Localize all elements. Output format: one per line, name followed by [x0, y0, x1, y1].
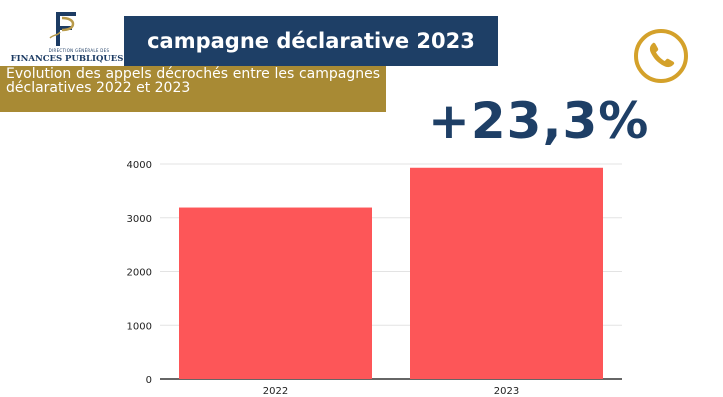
phone-badge [633, 28, 689, 84]
org-small-text: DIRECTION GÉNÉRALE DES [48, 48, 110, 53]
bar-chart: 0 1000 2000 3000 4000 2022 2023 [127, 160, 622, 397]
subtitle-box: Evolution des appels décrochés entre les… [0, 66, 386, 112]
y-tick-label-1000: 1000 [127, 321, 152, 332]
title-banner: campagne déclarative 2023 [124, 16, 498, 66]
y-tick-label-0: 0 [146, 375, 152, 386]
page-title: campagne déclarative 2023 [147, 29, 475, 53]
y-tick-label-3000: 3000 [127, 214, 152, 225]
y-tick-label-4000: 4000 [127, 160, 152, 171]
dgfip-logo: DIRECTION GÉNÉRALE DES FINANCES PUBLIQUE… [4, 8, 124, 64]
growth-percentage: +23,3% [428, 92, 650, 150]
dgfip-logo-icon [49, 12, 76, 46]
x-tick-label-2023: 2023 [494, 386, 519, 397]
x-tick-label-2022: 2022 [263, 386, 288, 397]
chart-subtitle: Evolution des appels décrochés entre les… [6, 66, 380, 96]
y-tick-label-2000: 2000 [127, 268, 152, 279]
org-name: FINANCES PUBLIQUES [10, 54, 124, 64]
phone-icon [634, 29, 688, 83]
bar-2023 [410, 167, 603, 379]
bar-2022 [179, 207, 372, 379]
